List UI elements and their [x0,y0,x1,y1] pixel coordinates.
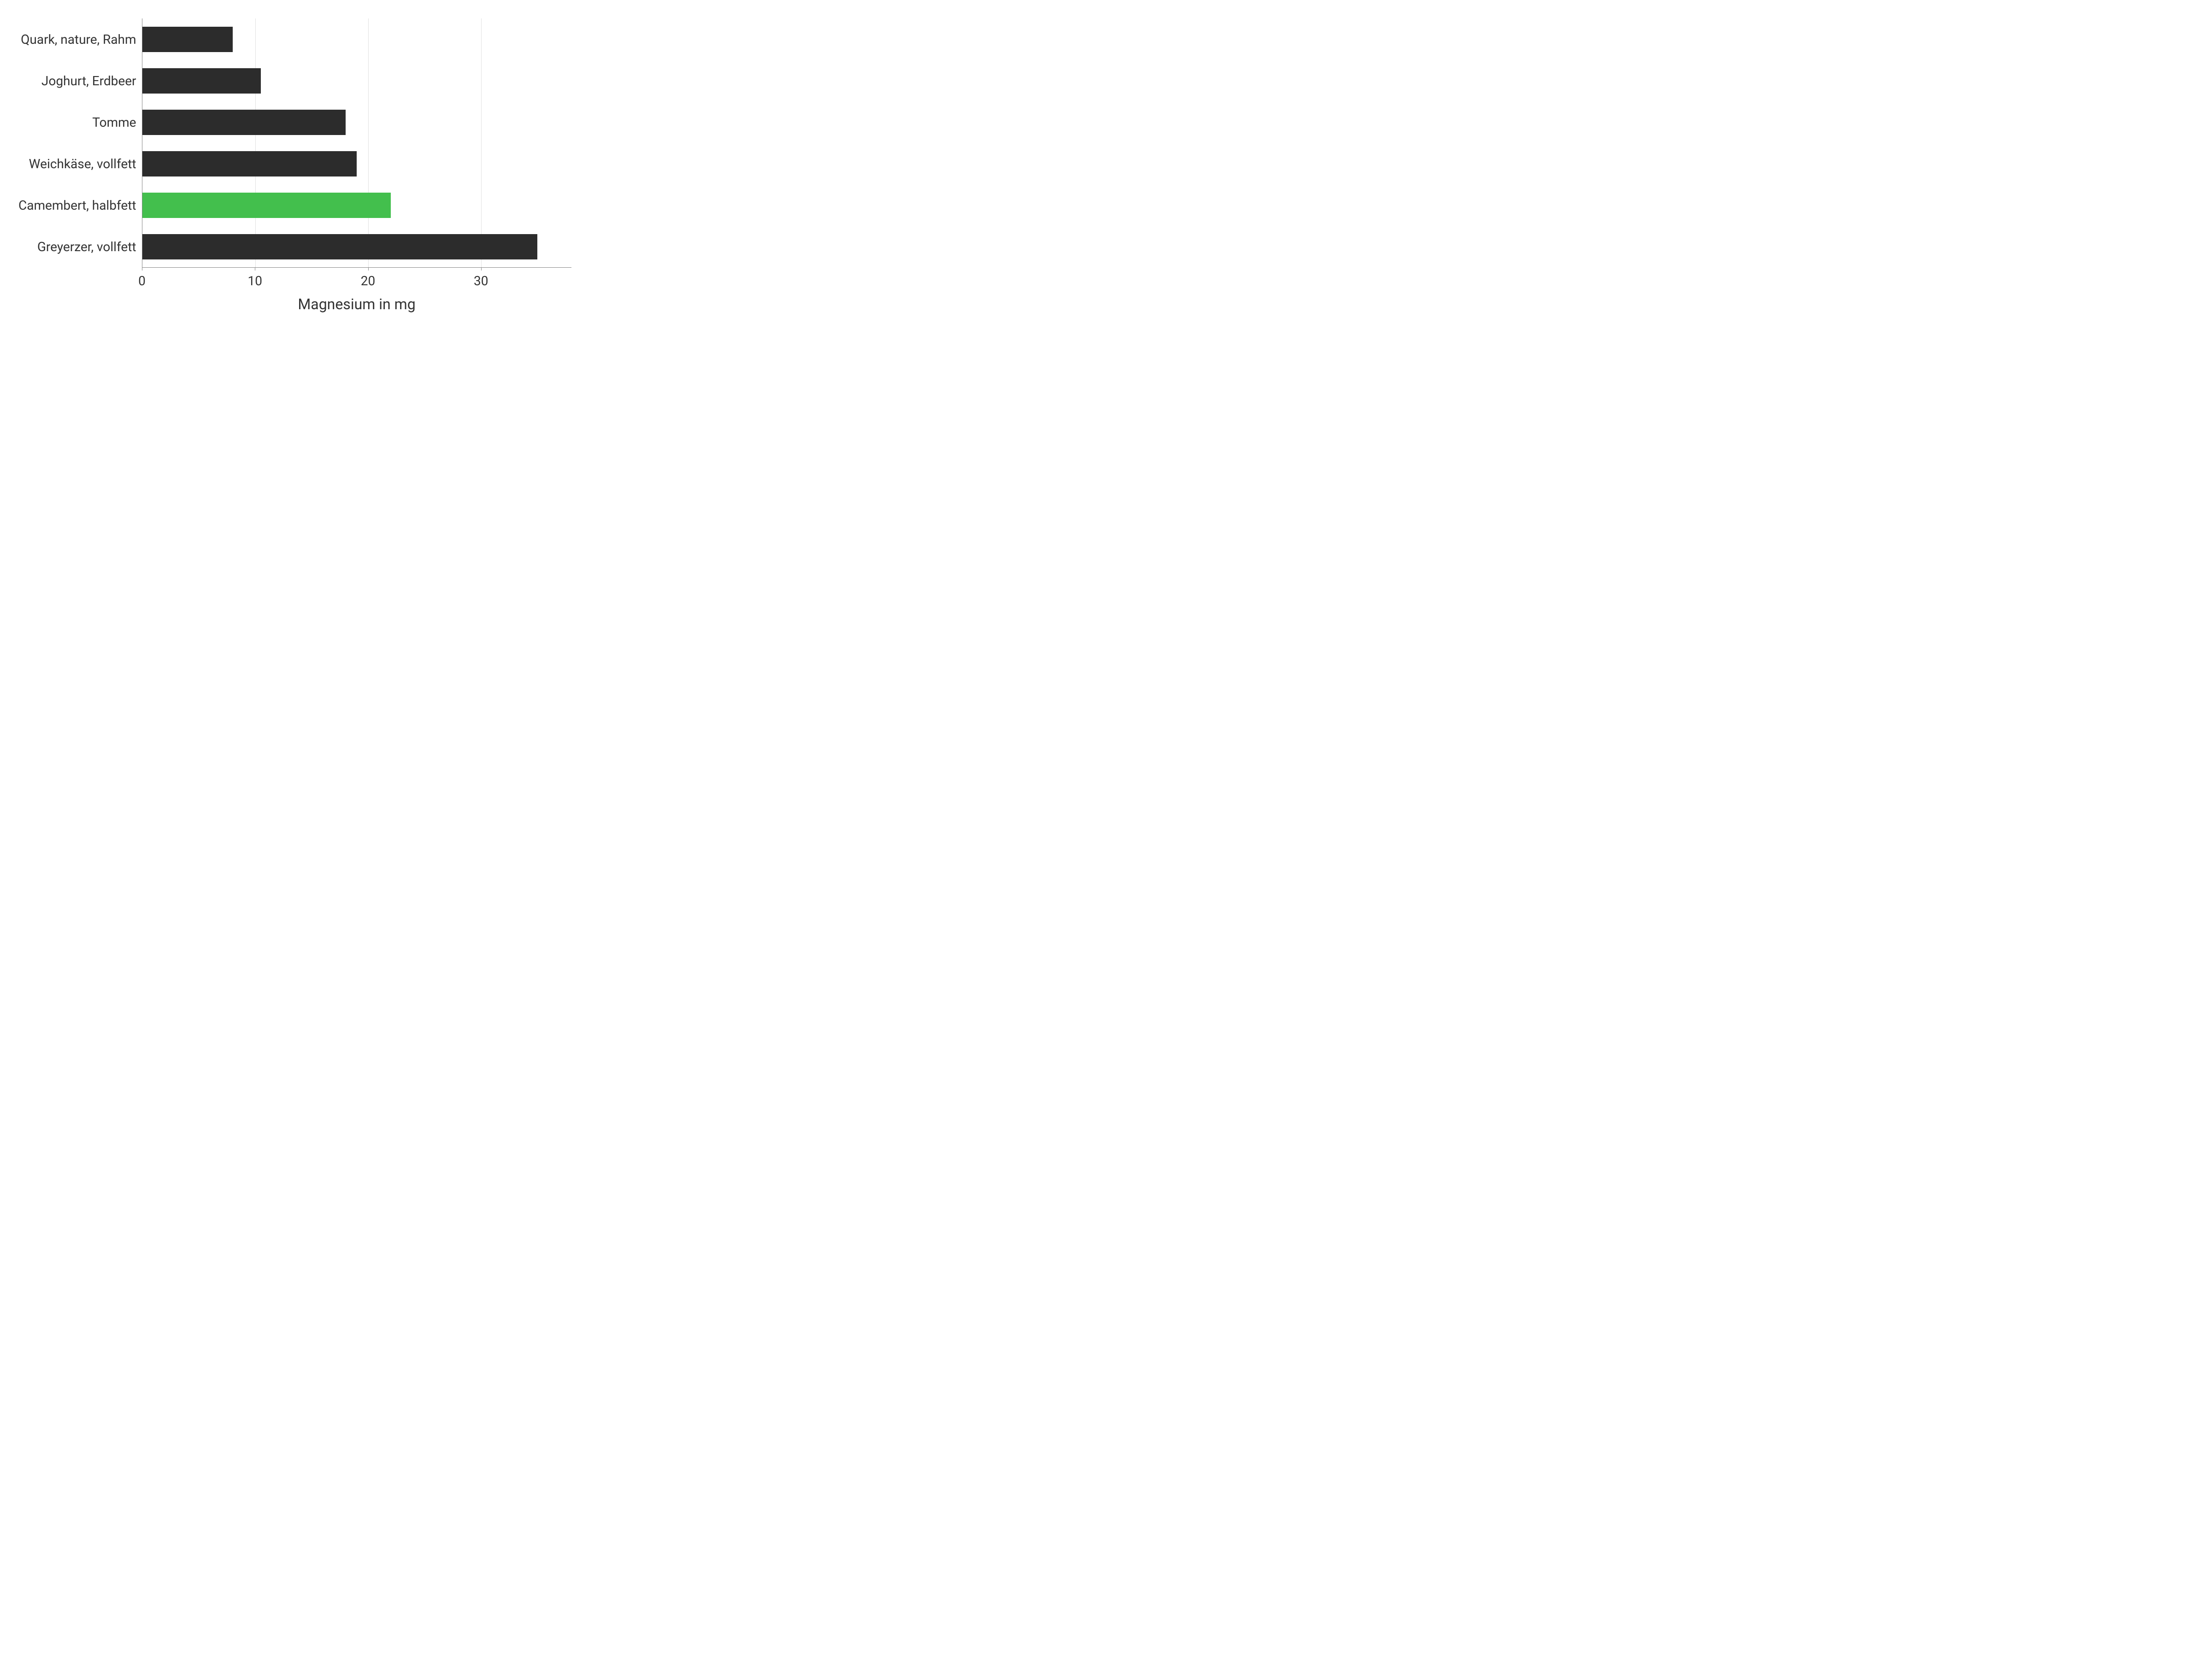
y-label: Quark, nature, Rahm [18,18,136,60]
x-tick-label: 30 [474,273,488,288]
x-tick-label: 0 [138,273,146,288]
bar-row [142,18,571,60]
x-spacer-2 [18,292,142,313]
plot-area [142,18,571,268]
y-label: Joghurt, Erdbeer [18,60,136,101]
x-spacer [18,271,142,289]
y-label: Weichkäse, vollfett [18,143,136,185]
y-label: Greyerzer, vollfett [18,226,136,268]
bar [142,110,346,135]
bar [142,151,357,176]
x-title-row: Magnesium in mg [18,292,571,313]
bars-container [142,18,571,267]
x-tick-label: 10 [248,273,262,288]
bar [142,27,233,52]
x-axis: 0 10 20 30 [18,271,571,289]
bar [142,68,261,94]
bar [142,234,538,259]
bar-row [142,143,571,184]
x-tick-line [481,268,482,271]
bar-row [142,60,571,101]
bar-row [142,226,571,267]
x-axis-title: Magnesium in mg [142,295,571,313]
magnesium-chart: Quark, nature, RahmJoghurt, ErdbeerTomme… [18,18,571,313]
x-tick-line [368,268,369,271]
chart-area: Quark, nature, RahmJoghurt, ErdbeerTomme… [18,18,571,268]
x-tick-label: 20 [361,273,375,288]
y-axis-labels: Quark, nature, RahmJoghurt, ErdbeerTomme… [18,18,142,268]
y-label: Tomme [18,101,136,143]
bar-row [142,184,571,226]
bar [142,193,391,218]
y-label: Camembert, halbfett [18,185,136,226]
bar-row [142,101,571,143]
x-ticks: 0102030 [142,271,571,289]
